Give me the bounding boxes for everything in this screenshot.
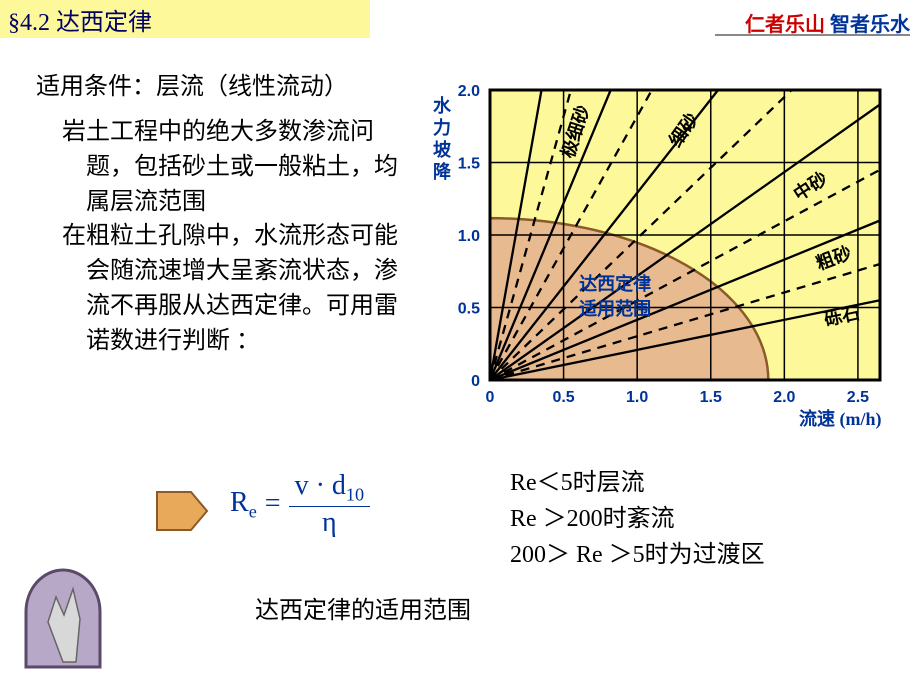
motto: 仁者乐山 智者乐水 — [745, 8, 910, 37]
condition-text: 适用条件：层流（线性流动） — [36, 66, 348, 101]
formula-eq: = — [265, 488, 281, 520]
reynolds-formula: Re = v · d10 η — [230, 470, 370, 539]
formula-numerator: v · d10 — [289, 470, 371, 507]
svg-text:1.5: 1.5 — [700, 389, 722, 406]
re-line-1: Re＜5时层流 — [510, 465, 765, 501]
body-para-1: 岩土工程中的绝大多数渗流问题，包括砂土或一般粘土，均属层流范围 — [86, 115, 412, 219]
re-line-2: Re ＞200时紊流 — [510, 501, 765, 537]
motto-part2: 智者乐水 — [830, 14, 910, 36]
darcy-chart: 达西定律适用范围极细砂细砂中砂粗砂砾石00.51.01.52.02.500.51… — [430, 80, 910, 465]
svg-text:水: 水 — [433, 95, 452, 116]
svg-text:2.0: 2.0 — [458, 83, 480, 100]
svg-text:1.5: 1.5 — [458, 156, 480, 173]
svg-text:1.0: 1.0 — [626, 389, 648, 406]
re-line-3: 200＞ Re ＞5时为过渡区 — [510, 537, 765, 573]
formula-fraction: v · d10 η — [289, 470, 371, 539]
motto-underline — [715, 34, 910, 36]
svg-text:流速 (m/h): 流速 (m/h) — [799, 408, 882, 430]
svg-text:0.5: 0.5 — [552, 389, 574, 406]
pentagon-bullet-icon — [155, 490, 210, 532]
svg-text:坡: 坡 — [433, 139, 452, 160]
svg-text:0.5: 0.5 — [458, 301, 480, 318]
body-text: 岩土工程中的绝大多数渗流问题，包括砂土或一般粘土，均属层流范围 在粗粒土孔隙中，… — [62, 115, 412, 359]
svg-text:达西定律: 达西定律 — [579, 273, 651, 294]
reynolds-conditions: Re＜5时层流 Re ＞200时紊流 200＞ Re ＞5时为过渡区 — [510, 465, 765, 573]
chart-caption: 达西定律的适用范围 — [255, 590, 471, 625]
svg-text:1.0: 1.0 — [458, 228, 480, 245]
svg-text:力: 力 — [433, 118, 451, 138]
formula-lhs: Re — [230, 487, 257, 523]
svg-text:0: 0 — [471, 373, 480, 390]
svg-text:降: 降 — [433, 161, 452, 182]
svg-text:适用范围: 适用范围 — [579, 298, 651, 319]
svg-text:2.0: 2.0 — [773, 389, 795, 406]
arch-decorative-icon — [18, 567, 108, 672]
section-title: §4.2 达西定律 — [8, 2, 152, 37]
svg-text:0: 0 — [486, 389, 495, 406]
section-header-bar: §4.2 达西定律 — [0, 0, 370, 38]
motto-part1: 仁者乐山 — [745, 14, 825, 36]
svg-text:2.5: 2.5 — [847, 389, 869, 406]
body-para-2: 在粗粒土孔隙中，水流形态可能会随流速增大呈紊流状态，渗流不再服从达西定律。可用雷… — [86, 219, 412, 358]
formula-denominator: η — [316, 507, 343, 539]
